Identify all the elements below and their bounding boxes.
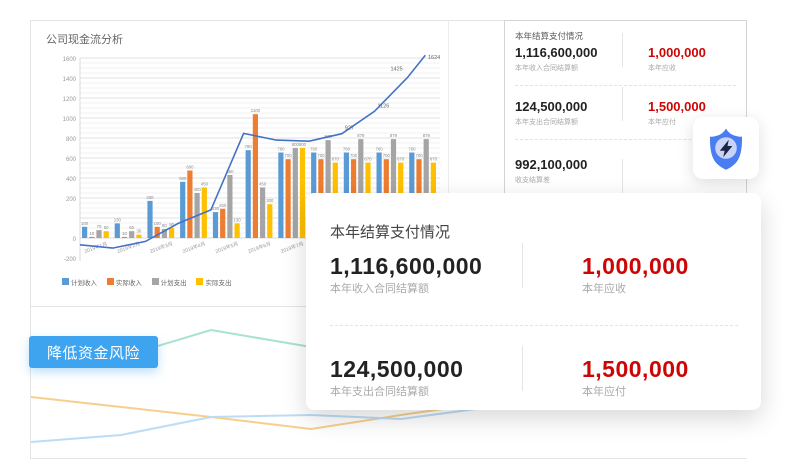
svg-text:200: 200 <box>66 197 77 203</box>
svg-text:2019年6月: 2019年6月 <box>247 240 272 255</box>
svg-text:700: 700 <box>317 153 325 158</box>
svg-text:800: 800 <box>299 142 307 147</box>
svg-text:1200: 1200 <box>63 97 77 103</box>
svg-text:780: 780 <box>245 144 253 149</box>
svg-text:10: 10 <box>89 231 94 236</box>
svg-text:300: 300 <box>266 198 274 203</box>
svg-text:30: 30 <box>137 229 142 234</box>
svg-text:-200: -200 <box>64 257 77 263</box>
svg-text:130: 130 <box>114 217 122 222</box>
svg-text:500: 500 <box>179 176 187 181</box>
svg-text:10: 10 <box>122 231 127 236</box>
svg-text:400: 400 <box>66 177 77 183</box>
svg-text:800: 800 <box>66 137 77 143</box>
svg-text:330: 330 <box>146 195 154 200</box>
svg-text:670: 670 <box>430 157 438 162</box>
svg-text:879: 879 <box>423 133 431 138</box>
svg-text:1600: 1600 <box>63 57 77 63</box>
svg-text:1400: 1400 <box>63 77 77 83</box>
svg-text:450: 450 <box>259 181 267 186</box>
svg-text:760: 760 <box>310 147 318 152</box>
svg-text:1425: 1425 <box>391 67 403 73</box>
svg-text:760: 760 <box>376 147 384 152</box>
svg-text:670: 670 <box>364 157 372 162</box>
svg-text:2019年4月: 2019年4月 <box>182 240 207 255</box>
svg-text:1100: 1100 <box>251 108 261 113</box>
svg-text:260: 260 <box>219 203 227 208</box>
svg-text:80: 80 <box>162 223 167 228</box>
svg-text:600: 600 <box>66 157 77 163</box>
svg-text:700: 700 <box>416 153 424 158</box>
svg-text:70: 70 <box>97 224 102 229</box>
svg-text:670: 670 <box>332 157 340 162</box>
svg-text:450: 450 <box>201 181 209 186</box>
svg-text:879: 879 <box>390 133 398 138</box>
svg-text:100: 100 <box>81 221 89 226</box>
svg-text:1624: 1624 <box>428 55 440 61</box>
svg-text:700: 700 <box>285 153 293 158</box>
svg-text:670: 670 <box>397 157 405 162</box>
svg-text:700: 700 <box>350 153 358 158</box>
svg-text:2019年3月: 2019年3月 <box>149 240 174 255</box>
svg-text:1126: 1126 <box>378 103 390 109</box>
svg-text:600: 600 <box>186 165 194 170</box>
svg-text:760: 760 <box>408 147 416 152</box>
svg-text:927: 927 <box>345 126 354 132</box>
svg-text:2019年7月: 2019年7月 <box>280 240 305 255</box>
svg-text:760: 760 <box>277 147 285 152</box>
svg-text:400: 400 <box>194 187 202 192</box>
svg-text:60: 60 <box>129 225 134 230</box>
svg-text:60: 60 <box>104 225 109 230</box>
svg-text:2019年5月: 2019年5月 <box>214 240 239 255</box>
svg-text:0: 0 <box>73 237 77 243</box>
svg-text:760: 760 <box>343 147 351 152</box>
svg-text:700: 700 <box>383 153 391 158</box>
svg-text:1000: 1000 <box>63 117 77 123</box>
svg-text:130: 130 <box>234 217 242 222</box>
svg-text:879: 879 <box>357 133 365 138</box>
svg-text:100: 100 <box>154 221 162 226</box>
